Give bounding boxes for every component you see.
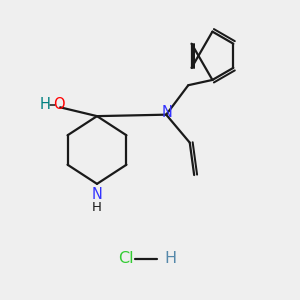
Text: H: H <box>92 201 102 214</box>
Text: N: N <box>161 105 172 120</box>
Text: Cl: Cl <box>118 251 134 266</box>
Text: N: N <box>92 187 102 202</box>
Text: H: H <box>165 251 177 266</box>
Text: H: H <box>40 98 51 112</box>
Text: O: O <box>53 98 64 112</box>
